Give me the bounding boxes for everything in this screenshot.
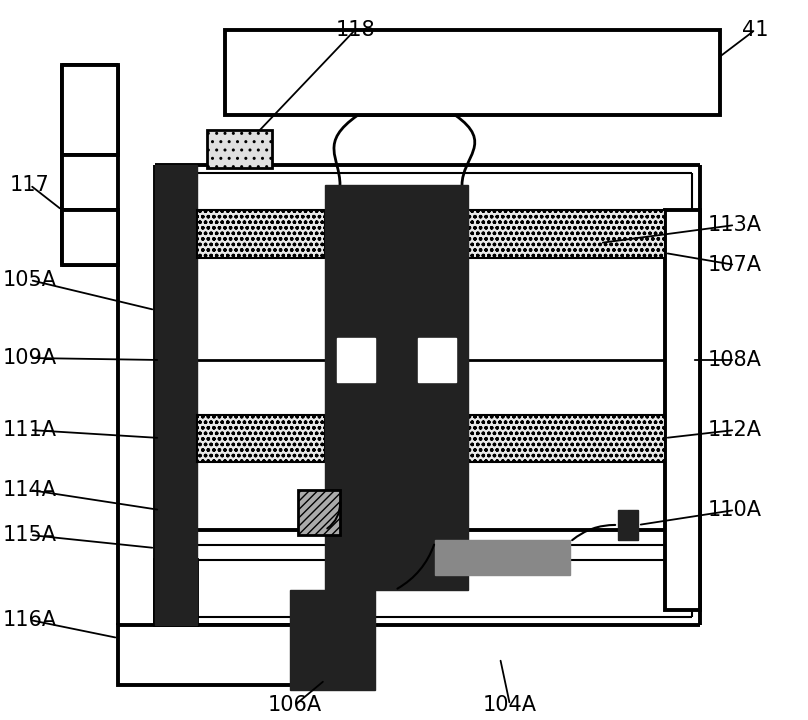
Text: 107A: 107A <box>708 255 762 275</box>
Bar <box>118 625 315 685</box>
Text: 113A: 113A <box>708 215 762 235</box>
Bar <box>197 415 325 462</box>
Bar <box>290 590 375 690</box>
Bar <box>225 30 720 115</box>
Bar <box>665 210 700 610</box>
Bar <box>418 338 456 382</box>
Text: 41: 41 <box>742 20 768 40</box>
Text: 117: 117 <box>11 175 50 195</box>
Bar <box>207 130 272 168</box>
Text: 106A: 106A <box>268 695 322 715</box>
Text: 108A: 108A <box>708 350 762 370</box>
Text: 105A: 105A <box>3 270 57 290</box>
Bar <box>68 72 111 148</box>
Bar <box>197 210 325 258</box>
Text: 115A: 115A <box>3 525 57 545</box>
Text: 104A: 104A <box>483 695 537 715</box>
Text: 110A: 110A <box>708 500 762 520</box>
Bar <box>62 65 118 155</box>
Text: 118: 118 <box>335 20 375 40</box>
Bar <box>155 560 197 625</box>
Bar <box>435 540 570 575</box>
Text: 111A: 111A <box>3 420 57 440</box>
Bar <box>155 165 197 625</box>
Bar <box>62 210 118 265</box>
Text: 112A: 112A <box>708 420 762 440</box>
Text: 114A: 114A <box>3 480 57 500</box>
Bar <box>468 210 665 258</box>
Bar <box>298 490 340 535</box>
Bar <box>62 155 118 210</box>
Text: 116A: 116A <box>3 610 57 630</box>
Bar <box>337 338 375 382</box>
Bar <box>468 415 665 462</box>
Text: 109A: 109A <box>3 348 57 368</box>
Bar <box>325 185 468 590</box>
Bar <box>618 510 638 540</box>
